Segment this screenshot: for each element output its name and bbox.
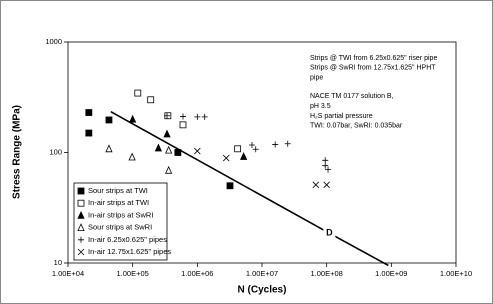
x-tick-label: 1.00E+05 (117, 269, 149, 278)
marker (240, 152, 248, 160)
marker (77, 187, 85, 195)
marker (165, 165, 173, 174)
marker (323, 181, 330, 189)
marker (77, 223, 85, 232)
x-axis-title: N (Cycles) (238, 285, 287, 296)
legend-box (73, 182, 168, 261)
marker (85, 109, 93, 116)
note: H₂S partial pressure (310, 113, 373, 120)
y-tick-label: 1000 (45, 37, 62, 46)
note: NACE TM 0177 solution B, (310, 93, 394, 100)
marker (325, 166, 332, 173)
marker (312, 181, 320, 189)
marker (194, 147, 201, 155)
marker (322, 157, 329, 164)
marker (179, 113, 186, 120)
x-tick-label: 1.00E+07 (246, 269, 278, 278)
marker (222, 154, 230, 162)
marker (165, 145, 173, 154)
marker (248, 141, 255, 148)
marker (147, 96, 155, 104)
marker (77, 210, 85, 219)
note: Strips @ TWI from 6.25x0.625" riser pipe (310, 55, 437, 62)
marker (174, 149, 182, 156)
marker (252, 146, 259, 153)
marker (234, 145, 242, 153)
curve-label-bg (323, 227, 336, 240)
marker (129, 114, 137, 123)
legend-label: In-air strips at SwRI (88, 210, 153, 219)
curve-label: D (326, 228, 333, 238)
legend-label: In-air strips at TWI (88, 198, 149, 207)
marker (284, 140, 291, 147)
marker (179, 121, 187, 129)
note: Strips @ SwRI from 12.75x1.625" HPHT (310, 65, 436, 72)
legend-label: In-air 6.25x0.625" pipes (88, 235, 167, 244)
y-tick-label: 10 (54, 258, 62, 267)
marker (105, 144, 113, 153)
x-tick-label: 1.00E+04 (52, 269, 84, 278)
marker (226, 182, 234, 190)
marker (78, 236, 84, 243)
legend-label: Sour strips at TWI (88, 186, 148, 195)
x-tick-label: 1.00E+10 (440, 269, 472, 278)
marker (163, 129, 171, 138)
x-tick-label: 1.00E+06 (181, 269, 213, 278)
marker (201, 113, 208, 120)
marker (164, 112, 171, 119)
x-tick-label: 1.00E+08 (311, 269, 343, 278)
note: pH 3.5 (310, 103, 331, 110)
note: TWI: 0.07bar, SwRI: 0.035bar (310, 123, 403, 130)
marker (154, 143, 163, 152)
marker (128, 152, 136, 161)
marker (77, 199, 85, 207)
legend-label: In-air 12.75x1.625" pipes (88, 247, 171, 256)
note: pipe (310, 74, 323, 81)
y-tick-label: 100 (49, 147, 62, 156)
legend-label: Sour strips at SwRI (88, 223, 152, 232)
marker (194, 113, 201, 120)
marker (105, 116, 113, 124)
y-axis-title: Stress Range (MPa) (12, 105, 23, 199)
marker (134, 89, 142, 97)
marker (77, 248, 85, 256)
marker (322, 162, 329, 169)
x-tick-label: 1.00E+09 (375, 269, 407, 278)
marker (85, 129, 93, 137)
marker (272, 141, 279, 148)
